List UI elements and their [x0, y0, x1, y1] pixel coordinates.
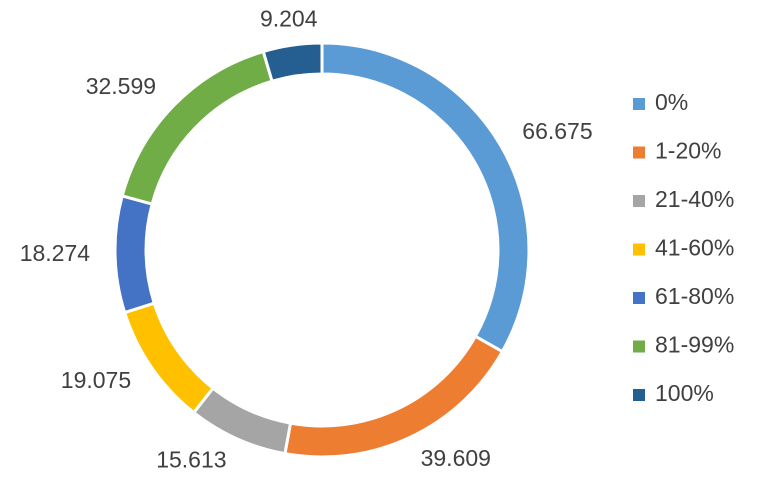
donut-slices [113, 41, 531, 459]
slice-21-40pct [191, 386, 293, 456]
data-labels: 66.675 39.609 15.613 19.075 18.274 32.599 9.20… [20, 5, 593, 472]
data-label-41-60pct: 19.075 [61, 367, 131, 393]
data-label-100pct: 9.204 [260, 5, 318, 31]
slice-0pct [320, 41, 531, 354]
legend-label-61-80pct: 61-80% [655, 283, 734, 309]
legend-item-1-20pct: 1-20% [633, 138, 721, 164]
legend-item-21-40pct: 21-40% [633, 186, 734, 212]
legend-item-41-60pct: 41-60% [633, 235, 734, 261]
legend-swatch-1-20pct [633, 146, 645, 159]
legend-swatch-0pct [633, 98, 645, 110]
data-label-61-80pct: 18.274 [20, 240, 91, 266]
legend-label-81-99pct: 81-99% [655, 332, 734, 358]
legend-swatch-41-60pct [633, 243, 645, 256]
legend-label-0pct: 0% [655, 89, 688, 115]
legend-swatch-21-40pct [633, 195, 645, 207]
legend-swatch-81-99pct [633, 340, 645, 353]
legend-label-41-60pct: 41-60% [655, 235, 734, 261]
data-label-0pct: 66.675 [522, 118, 592, 144]
legend-label-21-40pct: 21-40% [655, 186, 734, 212]
legend-label-100pct: 100% [655, 380, 714, 406]
slice-100pct [261, 41, 324, 84]
legend-item-0pct: 0% [633, 89, 688, 115]
data-label-1-20pct: 39.609 [421, 445, 491, 471]
legend-item-61-80pct: 61-80% [633, 283, 734, 309]
slice-1-20pct [283, 334, 505, 459]
data-label-81-99pct: 32.599 [86, 73, 156, 99]
legend-label-1-20pct: 1-20% [655, 138, 721, 164]
legend-item-100pct: 100% [633, 380, 714, 406]
slice-61-80pct [113, 194, 157, 315]
data-label-21-40pct: 15.613 [156, 447, 226, 473]
legend: 0% 1-20% 21-40% 41-60% 61-80% 81-99% 100% [633, 89, 734, 406]
slice-41-60pct [122, 301, 216, 415]
legend-swatch-61-80pct [633, 292, 645, 304]
legend-swatch-100pct [633, 389, 645, 401]
legend-item-81-99pct: 81-99% [633, 332, 734, 358]
